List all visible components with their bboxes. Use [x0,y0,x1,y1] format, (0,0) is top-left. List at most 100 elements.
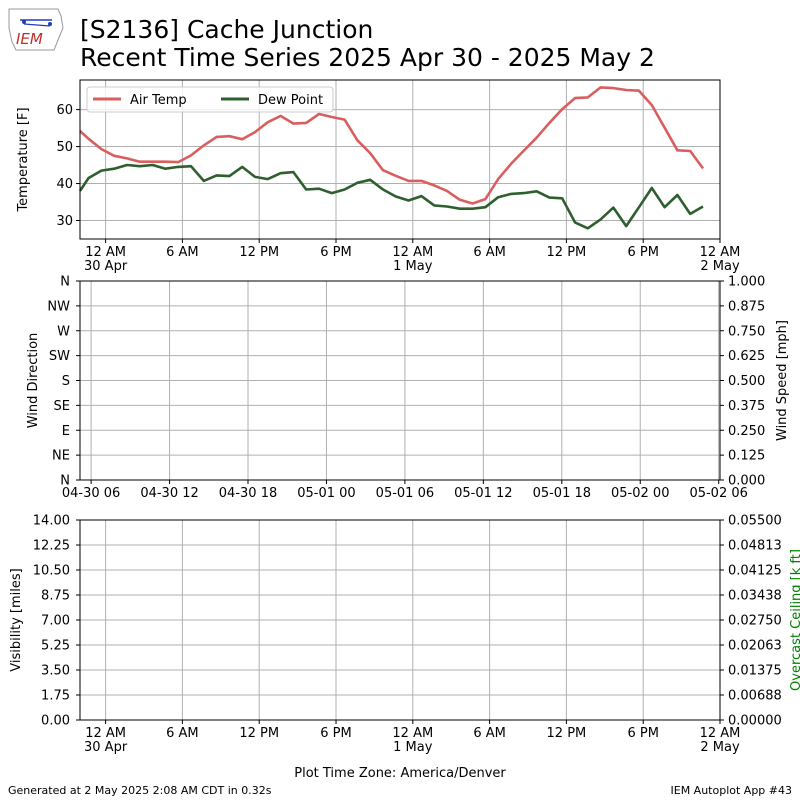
wind-speed-tick: 0.375 [728,399,765,414]
visibility-tick: 0.00 [41,714,70,729]
x-tick-sublabel: 1 May [393,740,433,755]
wind-direction-tick: N [60,275,70,290]
wind-speed-tick: 0.000 [728,474,765,489]
wind-direction-tick: W [57,324,70,339]
x-tick-label: 12 PM [547,726,587,741]
series-line-air-temp [79,86,705,205]
wind-direction-label: Wind Direction [26,333,41,429]
wind-direction-tick: E [62,424,70,439]
x-tick-label: 12 AM [392,726,433,741]
x-tick-label: 12 AM [700,726,741,741]
ceiling-tick: 0.04125 [728,564,782,579]
x-tick-label: 6 AM [473,726,506,741]
x-tick-label: 05-02 00 [611,486,669,501]
x-tick-sublabel: 30 Apr [84,740,128,755]
y-tick-label: 60 [56,103,73,118]
x-tick-label: 12 PM [239,726,279,741]
wind-speed-tick: 0.250 [728,424,765,439]
x-axis-label: Plot Time Zone: America/Denver [294,766,506,781]
wind-speed-label: Wind Speed [mph] [775,320,790,441]
x-tick-label: 6 PM [627,726,658,741]
ceiling-tick: 0.02750 [728,614,782,629]
visibility-grid [80,519,721,721]
wind-direction-tick: S [62,374,70,389]
legend-label-air-temp: Air Temp [130,93,187,108]
x-tick-label: 6 PM [627,245,658,260]
generated-timestamp: Generated at 2 May 2025 2:08 AM CDT in 0… [8,784,272,797]
wind-direction-tick: SE [54,399,70,414]
ceiling-tick: 0.03438 [728,589,782,604]
temperature-y-ticks: 30 40 50 60 [56,103,80,229]
wind-speed-tick: 0.125 [728,449,765,464]
wind-grid [80,280,720,481]
y-tick-label: 50 [56,140,73,155]
chart-subtitle: Recent Time Series 2025 Apr 30 - 2025 Ma… [80,43,655,72]
ceiling-tick: 0.02063 [728,639,782,654]
wind-speed-tick: 0.875 [728,299,765,314]
x-tick-label: 6 PM [320,245,351,260]
visibility-tick: 8.75 [41,589,70,604]
ceiling-y-label: Overcast Ceiling [k ft] [789,549,800,691]
ceiling-tick: 0.00000 [728,714,782,729]
wind-x-ticks: 04-30 06 04-30 12 04-30 18 05-01 00 05-01 06… [62,480,748,501]
series-line-dew-point [78,163,704,230]
temperature-lines [78,86,705,230]
x-tick-label: 12 PM [547,245,587,260]
ceiling-tick: 0.05500 [728,514,782,529]
ceiling-tick: 0.01375 [728,664,782,679]
x-tick-label: 12 AM [392,245,433,260]
wind-speed-tick: 0.750 [728,324,765,339]
wind-y-ticks: N 0.000 NE 0.125 E 0.250 SE 0.375 S 0.500 SW 0.625 W… [47,275,765,489]
wind-direction-tick: NE [52,449,70,464]
wind-direction-tick: SW [49,349,70,364]
temperature-frame [79,79,721,240]
x-tick-label: 6 AM [166,726,199,741]
visibility-tick: 7.00 [41,614,70,629]
visibility-tick: 1.75 [41,689,70,704]
wind-direction-tick: NW [47,299,70,314]
x-tick-label: 12 PM [239,245,279,260]
x-tick-label: 04-30 18 [219,486,277,501]
wind-panel: N 0.000 NE 0.125 E 0.250 SE 0.375 S 0.500 SW 0.625 W… [26,275,790,502]
x-tick-label: 04-30 06 [62,486,120,501]
wind-speed-tick: 1.000 [728,275,765,290]
visibility-panel: 0.00 0.00000 1.75 0.00688 3.50 0.01375 5.25 0.0… [9,514,800,782]
x-tick-sublabel: 30 Apr [84,259,128,274]
wind-direction-tick: N [60,474,70,489]
wind-speed-tick: 0.625 [728,349,765,364]
legend: Air Temp Dew Point [86,86,334,113]
chart-title: [S2136] Cache Junction [80,15,374,44]
visibility-y-ticks: 0.00 0.00000 1.75 0.00688 3.50 0.01375 5.25 0.0… [33,514,782,729]
visibility-tick: 14.00 [33,514,70,529]
x-tick-label: 05-01 12 [454,486,512,501]
visibility-tick: 12.25 [33,539,70,554]
logo-text: IEM [16,30,43,48]
x-tick-label: 12 AM [700,245,741,260]
y-tick-label: 40 [56,177,73,192]
legend-label-dew-point: Dew Point [258,93,323,108]
visibility-tick: 3.50 [41,664,70,679]
visibility-tick: 5.25 [41,639,70,654]
x-tick-label: 05-01 06 [376,486,434,501]
ceiling-tick: 0.00688 [728,689,782,704]
x-tick-label: 6 AM [166,245,199,260]
x-tick-label: 6 PM [320,726,351,741]
y-tick-label: 30 [56,214,73,229]
visibility-y-label: Visibility [miles] [9,568,24,671]
visibility-tick: 10.50 [33,564,70,579]
x-tick-sublabel: 1 May [393,259,433,274]
x-tick-label: 05-01 18 [533,486,591,501]
x-tick-label: 05-01 00 [297,486,355,501]
x-tick-label: 05-02 06 [689,486,747,501]
x-tick-sublabel: 2 May [700,259,740,274]
iem-logo: IEM [8,8,64,51]
temperature-y-label: Temperature [F] [16,107,31,212]
x-tick-sublabel: 2 May [700,740,740,755]
x-tick-label: 04-30 12 [140,486,198,501]
app-label: IEM Autoplot App #43 [670,784,793,797]
